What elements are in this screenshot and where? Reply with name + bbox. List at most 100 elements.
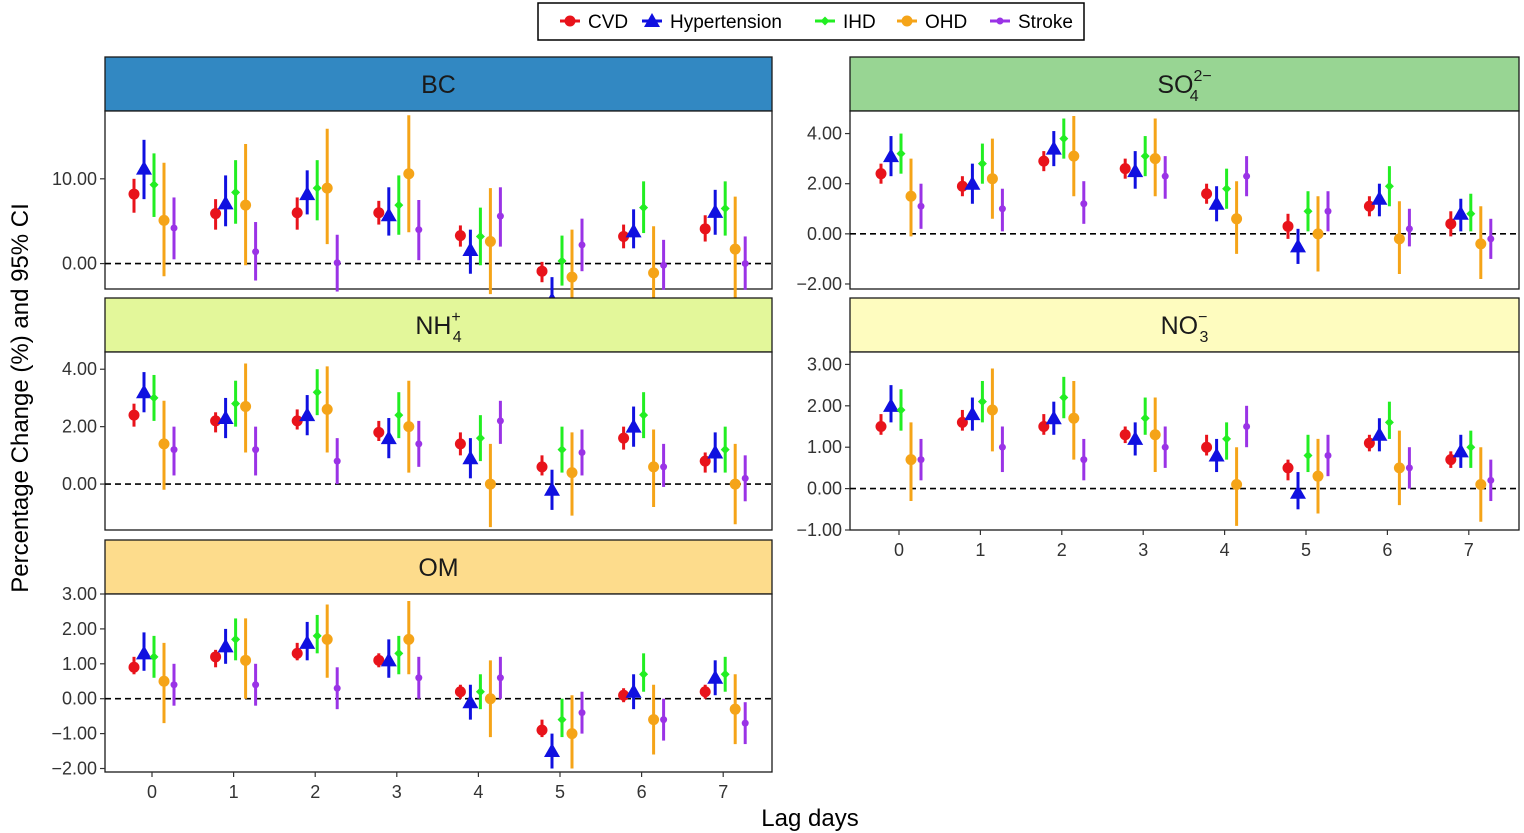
point-bc-ihd: [557, 256, 567, 266]
point-nh4-ihd: [231, 399, 241, 409]
point-nh4-ihd: [394, 410, 404, 420]
legend-label-hypertension: Hypertension: [670, 12, 782, 33]
point-nh4-ohd: [648, 461, 660, 473]
point-om-stroke: [660, 716, 668, 724]
point-nh4-stroke: [170, 446, 178, 454]
point-om-hypertension: [299, 634, 316, 649]
point-om-cvd: [699, 686, 711, 698]
point-nh4-hypertension: [707, 444, 724, 459]
point-bc-hypertension: [380, 207, 397, 222]
panel-nh4: NH+ 4 0.00 2.00 4.00: [62, 297, 773, 531]
point-so4-stroke: [917, 202, 925, 210]
point-no3-ihd: [1303, 450, 1313, 460]
point-nh4-stroke: [252, 446, 260, 454]
point-no3-stroke: [1161, 443, 1169, 451]
strip-om: [104, 539, 773, 595]
point-om-stroke: [496, 674, 504, 682]
point-no3-hypertension: [1290, 484, 1306, 499]
point-bc-ohd: [321, 182, 333, 194]
point-om-hypertension: [217, 638, 234, 653]
point-so4-ohd: [986, 173, 998, 185]
point-no3-stroke: [1080, 456, 1088, 464]
x-tick-label-om: 0: [147, 782, 157, 802]
point-nh4-stroke: [415, 440, 423, 448]
point-bc-stroke: [252, 248, 260, 256]
point-so4-stroke: [1324, 207, 1332, 215]
point-so4-ihd: [1384, 181, 1394, 191]
point-om-cvd: [128, 661, 140, 673]
point-no3-ohd: [1475, 478, 1487, 490]
point-no3-hypertension: [1045, 410, 1062, 425]
point-no3-ihd: [1466, 442, 1476, 452]
point-no3-ihd: [977, 397, 987, 407]
point-bc-hypertension: [707, 203, 724, 218]
point-so4-hypertension: [883, 148, 899, 163]
point-bc-hypertension: [217, 195, 234, 210]
point-no3-stroke: [1487, 476, 1495, 484]
x-axis-title: Lag days: [761, 805, 858, 832]
point-bc-ohd: [648, 267, 660, 279]
y-tick-label-nh4: 4.00: [62, 359, 97, 379]
point-bc-cvd: [618, 230, 630, 242]
point-nh4-ohd: [158, 438, 170, 450]
x-tick-label-no3: 3: [1138, 540, 1148, 560]
point-bc-cvd: [128, 188, 140, 200]
legend-label-ohd: OHD: [925, 12, 967, 33]
y-tick-label-so4: 0.00: [807, 224, 842, 244]
point-nh4-stroke: [333, 457, 341, 465]
y-tick-label-om: −2.00: [51, 759, 97, 779]
point-nh4-stroke: [496, 417, 504, 425]
point-bc-stroke: [496, 212, 504, 220]
point-om-ohd: [321, 633, 333, 645]
point-om-ohd: [158, 675, 170, 687]
point-so4-ihd: [896, 149, 906, 159]
x-tick-label-om: 2: [310, 782, 320, 802]
y-tick-label-so4: −2.00: [796, 274, 842, 294]
point-om-cvd: [210, 651, 222, 663]
point-so4-ihd: [1303, 206, 1313, 216]
point-no3-ohd: [1068, 412, 1080, 424]
point-so4-hypertension: [964, 175, 981, 190]
point-bc-stroke: [333, 259, 341, 267]
point-so4-ohd: [1393, 233, 1405, 245]
point-so4-stroke: [998, 205, 1006, 213]
point-bc-hypertension: [299, 186, 316, 201]
x-tick-label-no3: 6: [1382, 540, 1392, 560]
point-no3-hypertension: [1452, 443, 1469, 458]
point-so4-cvd: [956, 180, 968, 192]
point-om-ohd: [484, 693, 496, 705]
y-tick-label-om: 0.00: [62, 689, 97, 709]
point-nh4-ihd: [720, 445, 730, 455]
y-tick-label-no3: 2.00: [807, 396, 842, 416]
point-bc-stroke: [660, 261, 668, 269]
point-so4-hypertension: [1290, 238, 1306, 253]
x-tick-label-no3: 1: [975, 540, 985, 560]
strip-so4: [849, 56, 1520, 112]
point-nh4-cvd: [618, 432, 630, 444]
point-so4-ihd: [977, 159, 987, 169]
point-so4-ohd: [1312, 228, 1324, 240]
plot-area-nh4: [104, 351, 773, 531]
point-om-stroke: [578, 709, 586, 717]
point-bc-ohd: [158, 214, 170, 226]
point-nh4-ihd: [149, 393, 159, 403]
x-tick-label-no3: 2: [1057, 540, 1067, 560]
point-om-ihd: [639, 669, 649, 679]
point-so4-cvd: [1119, 163, 1131, 175]
point-no3-hypertension: [1127, 430, 1144, 445]
point-nh4-ohd: [240, 401, 252, 413]
x-tick-label-om: 5: [555, 782, 565, 802]
point-no3-hypertension: [1371, 426, 1388, 441]
strip-label-no3: NO− 3: [1161, 309, 1209, 346]
plot-area-bc: [104, 110, 773, 290]
point-nh4-cvd: [291, 415, 303, 427]
point-nh4-ohd: [484, 478, 496, 490]
point-nh4-ohd: [729, 478, 741, 490]
point-so4-hypertension: [1208, 195, 1225, 210]
point-no3-ohd: [1149, 429, 1161, 441]
point-om-cvd: [536, 724, 548, 736]
x-tick-label-om: 4: [473, 782, 483, 802]
point-nh4-stroke: [741, 474, 749, 482]
point-om-ohd: [648, 714, 660, 726]
